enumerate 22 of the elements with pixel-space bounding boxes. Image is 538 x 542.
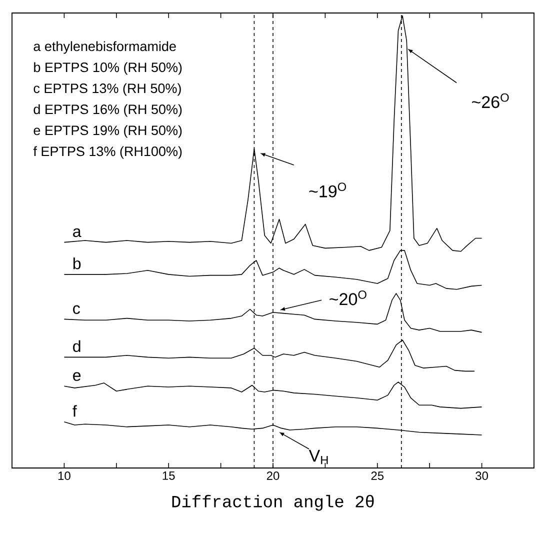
annotation: ~19$^{O}$ — [309, 182, 346, 198]
x-tick-label: 25 — [371, 472, 384, 480]
series-label: a — [73, 228, 82, 238]
series-label: f — [72, 405, 77, 417]
series-label: d — [73, 340, 80, 352]
x-tick-label: 10 — [58, 472, 70, 480]
annotation: ~20$^{O}$ — [330, 290, 366, 306]
x-tick-label: 30 — [476, 472, 488, 480]
series-label: e — [73, 372, 81, 381]
annotation: d EPTPS 16% (RH 50%) — [34, 104, 182, 117]
series-label: b — [73, 257, 81, 270]
annotation: ~26$^{O}$ — [472, 93, 509, 108]
annotation: f EPTPS 13% (RH100%) — [33, 146, 182, 159]
annotation: e EPTPS 19% (RH 50%) — [34, 125, 182, 138]
annotation: V$_{H}$ — [308, 450, 328, 464]
x-axis-title: Diffraction angle 2θ — [172, 494, 374, 511]
annotation: a ethylenebisformamide — [34, 41, 176, 54]
annotation: b EPTPS 10% (RH 50%) — [34, 62, 182, 75]
x-tick-label: 15 — [162, 472, 175, 480]
series-label: c — [73, 305, 80, 314]
annotation: c EPTPS 13% (RH 50%) — [34, 83, 181, 96]
x-tick-label: 20 — [266, 472, 280, 480]
